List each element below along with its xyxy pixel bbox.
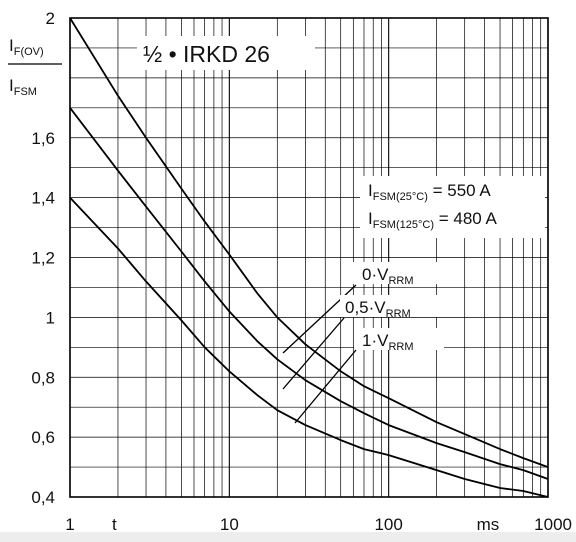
- leader-line-1: [282, 317, 345, 390]
- annotation-background: [360, 176, 545, 238]
- series-label-0: 0·VRRM: [362, 265, 414, 287]
- series-label-bg-1: [340, 295, 446, 317]
- x-tick-label: 100: [374, 515, 402, 534]
- bottom-strip: [0, 532, 576, 542]
- y-label-numerator: IF(OV): [9, 36, 44, 58]
- y-label-denominator: IFSM: [9, 76, 37, 98]
- x-tick-label: 1: [65, 515, 74, 534]
- x-tick-label: 10: [220, 515, 239, 534]
- plot-frame: [69, 17, 549, 498]
- series-curves: [69, 17, 549, 498]
- annotation-ifsm-125: IFSM(125°C) = 480 A: [368, 209, 498, 231]
- y-tick-label: 1,6: [31, 129, 55, 148]
- chart-title: ½ • IRKD 26: [143, 41, 270, 67]
- series-line-0: [69, 17, 549, 468]
- y-tick-label: 1: [46, 308, 55, 327]
- y-axis-label: IF(OV) IFSM: [8, 36, 62, 98]
- series-label-bg-2: [354, 328, 444, 350]
- series-label-bg-0: [346, 262, 442, 284]
- x-tick-labels: 1 10 100 1000 t ms: [65, 515, 572, 534]
- series-label-2: 1·VRRM: [362, 331, 414, 353]
- title-background: [137, 36, 315, 70]
- x-tick-label: 1000: [534, 515, 572, 534]
- series-line-2: [69, 196, 549, 498]
- annotation-ifsm-25: IFSM(25°C) = 550 A: [368, 181, 491, 203]
- y-tick-label: 1,4: [31, 189, 55, 208]
- y-tick-label: 0,4: [31, 488, 55, 507]
- y-tick-label: 0,6: [31, 428, 55, 447]
- x-unit-label: ms: [477, 515, 500, 534]
- series-label-1: 0,5·VRRM: [345, 298, 411, 320]
- y-tick-labels: 0,4 0,6 0,8 1 1,2 1,4 1,6 2: [31, 9, 55, 507]
- leader-line-2: [294, 349, 357, 424]
- x-unit-label: t: [112, 515, 117, 534]
- series-line-1: [69, 107, 549, 480]
- y-tick-label: 0,8: [31, 368, 55, 387]
- y-tick-label: 2: [46, 9, 55, 28]
- y-tick-label: 1,2: [31, 249, 55, 268]
- series-labels: 0·VRRM 0,5·VRRM 1·VRRM: [282, 262, 446, 424]
